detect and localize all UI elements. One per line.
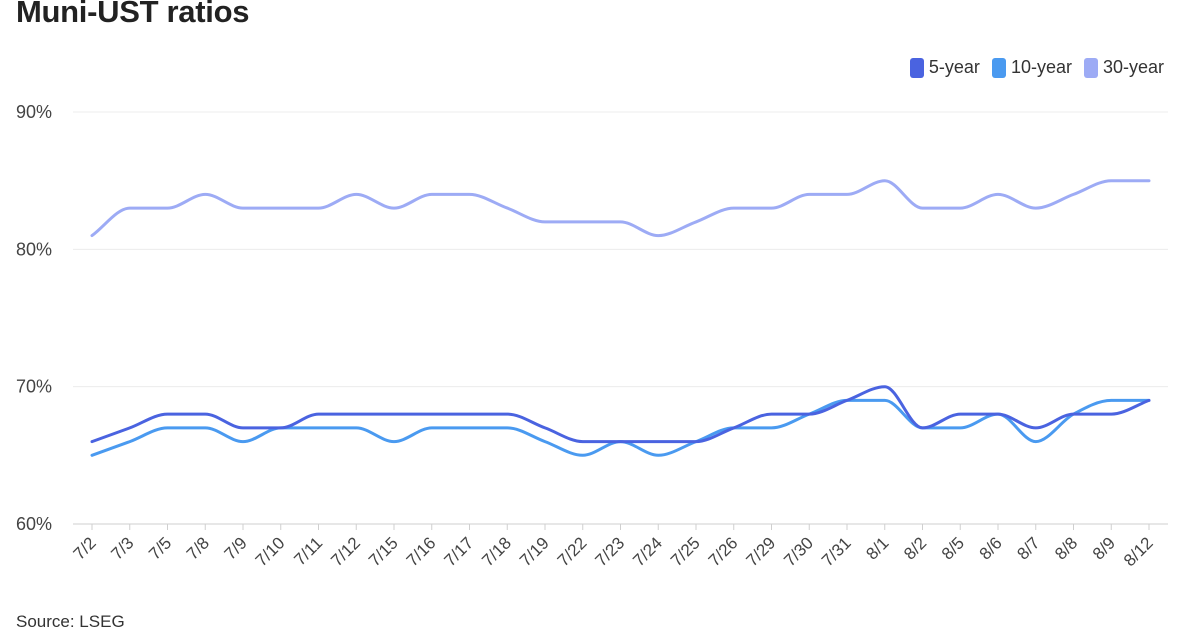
x-tick-label: 8/6 (976, 533, 1006, 563)
legend-label-10-year: 10-year (1010, 57, 1072, 77)
x-tick-label: 7/19 (516, 533, 553, 570)
x-tick-label: 7/18 (478, 533, 515, 570)
chart-title: Muni-UST ratios (16, 0, 250, 29)
y-tick-label: 90% (16, 102, 52, 122)
legend-label-5-year: 5-year (928, 57, 980, 77)
x-tick-label: 7/25 (667, 533, 704, 570)
x-tick-label: 7/15 (365, 533, 402, 570)
x-tick-label: 7/9 (221, 533, 251, 563)
legend-label-30-year: 30-year (1102, 57, 1164, 77)
x-tick-label: 7/17 (440, 533, 477, 570)
x-tick-label: 7/11 (290, 533, 326, 569)
x-tick-label: 7/3 (107, 533, 137, 563)
y-tick-label: 70% (16, 377, 52, 397)
x-tick-label: 7/29 (742, 533, 779, 570)
x-tick-label: 8/2 (900, 533, 930, 563)
x-tick-label: 7/10 (252, 533, 289, 570)
x-tick-label: 7/30 (780, 533, 817, 570)
x-tick-label: 7/23 (591, 533, 628, 570)
x-tick-label: 7/22 (554, 533, 591, 570)
series-line-30-year (90, 179, 1151, 238)
x-tick-label: 8/5 (938, 533, 968, 563)
legend-item-30-year[interactable]: 30-year (1083, 57, 1164, 78)
x-tick-label: 7/26 (705, 533, 742, 570)
legend-swatch-30-year (1083, 57, 1098, 78)
x-tick-label: 7/2 (70, 533, 100, 563)
legend-item-5-year[interactable]: 5-year (909, 57, 980, 78)
x-tick-label: 8/1 (862, 533, 892, 563)
y-tick-label: 80% (16, 239, 52, 259)
legend-swatch-10-year (991, 57, 1006, 78)
legend-item-10-year[interactable]: 10-year (991, 57, 1072, 78)
series-line-5-year (90, 385, 1151, 444)
x-tick-label: 8/12 (1120, 533, 1157, 570)
x-tick-label: 7/31 (818, 533, 855, 570)
x-tick-label: 8/8 (1051, 533, 1081, 563)
x-tick-label: 7/24 (629, 533, 666, 570)
x-tick-label: 7/12 (327, 533, 364, 570)
legend-swatch-5-year (909, 57, 924, 78)
x-tick-label: 7/8 (183, 533, 213, 563)
x-tick-label: 8/9 (1089, 533, 1119, 563)
chart-legend: 5-year 10-year 30-year (909, 57, 1164, 78)
x-tick-label: 8/7 (1013, 533, 1043, 563)
x-tick-label: 7/16 (403, 533, 440, 570)
x-tick-label: 7/5 (145, 533, 175, 563)
source-note: Source: LSEG (16, 612, 125, 631)
y-tick-label: 60% (16, 514, 52, 534)
